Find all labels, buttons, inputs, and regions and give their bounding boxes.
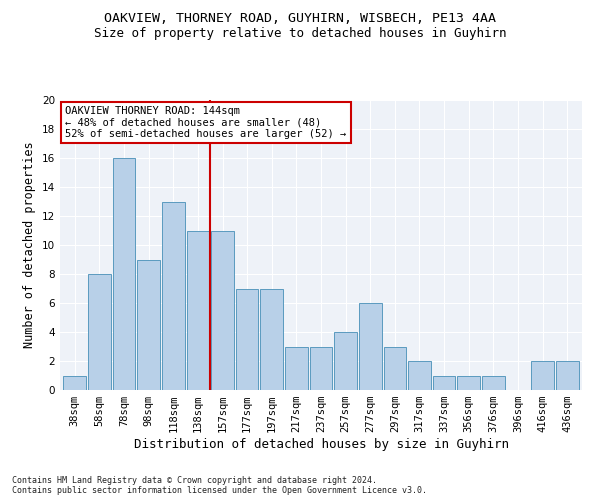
Bar: [113, 158, 136, 390]
Text: OAKVIEW, THORNEY ROAD, GUYHIRN, WISBECH, PE13 4AA: OAKVIEW, THORNEY ROAD, GUYHIRN, WISBECH,…: [104, 12, 496, 26]
Bar: [162, 202, 185, 390]
Bar: [433, 376, 455, 390]
Text: Size of property relative to detached houses in Guyhirn: Size of property relative to detached ho…: [94, 28, 506, 40]
Bar: [383, 346, 406, 390]
Y-axis label: Number of detached properties: Number of detached properties: [23, 142, 37, 348]
Bar: [457, 376, 480, 390]
Bar: [88, 274, 111, 390]
Bar: [260, 288, 283, 390]
Bar: [359, 303, 382, 390]
Text: Contains HM Land Registry data © Crown copyright and database right 2024.
Contai: Contains HM Land Registry data © Crown c…: [12, 476, 427, 495]
Bar: [187, 230, 209, 390]
Text: OAKVIEW THORNEY ROAD: 144sqm
← 48% of detached houses are smaller (48)
52% of se: OAKVIEW THORNEY ROAD: 144sqm ← 48% of de…: [65, 106, 346, 139]
Bar: [137, 260, 160, 390]
X-axis label: Distribution of detached houses by size in Guyhirn: Distribution of detached houses by size …: [133, 438, 509, 451]
Bar: [531, 361, 554, 390]
Bar: [236, 288, 259, 390]
Bar: [211, 230, 234, 390]
Bar: [285, 346, 308, 390]
Bar: [334, 332, 357, 390]
Bar: [408, 361, 431, 390]
Bar: [556, 361, 578, 390]
Bar: [310, 346, 332, 390]
Bar: [482, 376, 505, 390]
Bar: [64, 376, 86, 390]
